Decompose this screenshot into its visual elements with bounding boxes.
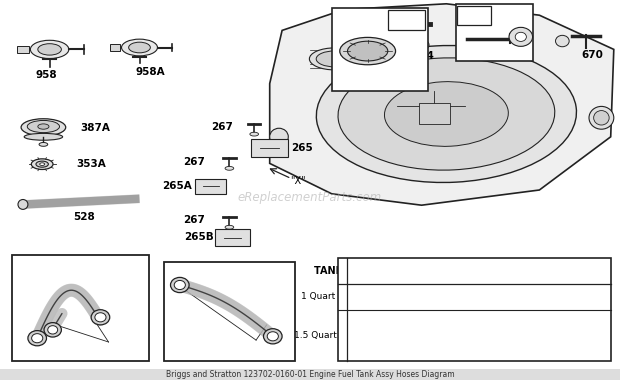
Text: 1 Quart (X=5/16"): 1 Quart (X=5/16") (301, 292, 384, 301)
Text: 958: 958 (36, 70, 57, 80)
Ellipse shape (340, 37, 396, 65)
Ellipse shape (384, 82, 508, 146)
Bar (12, 255, 149, 361)
Ellipse shape (18, 200, 28, 209)
Text: 957: 957 (391, 49, 415, 59)
Bar (164, 262, 294, 361)
Text: 1.5 Quart (X=11/16"): 1.5 Quart (X=11/16") (294, 331, 391, 340)
Bar (338, 258, 611, 361)
Text: 265B: 265B (184, 233, 214, 242)
Text: TANK SIZE: TANK SIZE (314, 266, 371, 276)
Bar (17, 46, 29, 53)
Text: 188: 188 (463, 10, 486, 20)
Text: Briggs and Stratton 123702-0160-01 Engine Fuel Tank Assy Hoses Diagram: Briggs and Stratton 123702-0160-01 Engin… (166, 370, 454, 379)
Ellipse shape (348, 41, 388, 61)
Ellipse shape (129, 42, 151, 53)
Text: 601: 601 (255, 341, 278, 351)
Text: 958A: 958A (136, 67, 166, 77)
Bar (457, 6, 491, 25)
Text: 267: 267 (211, 122, 232, 132)
Ellipse shape (556, 35, 569, 47)
Ellipse shape (38, 44, 61, 55)
Ellipse shape (31, 159, 53, 169)
Ellipse shape (174, 280, 185, 290)
Text: 387A: 387A (81, 123, 110, 133)
Polygon shape (270, 4, 614, 205)
Ellipse shape (36, 161, 48, 167)
Ellipse shape (30, 40, 69, 59)
Text: "X": "X" (290, 176, 306, 185)
Bar (0, 369, 620, 380)
Text: 601: 601 (113, 341, 135, 351)
Ellipse shape (594, 111, 609, 125)
Bar (388, 10, 425, 30)
Ellipse shape (589, 106, 614, 129)
Ellipse shape (32, 334, 43, 343)
Ellipse shape (48, 326, 58, 334)
Text: 670: 670 (581, 50, 603, 60)
Ellipse shape (338, 58, 555, 170)
Ellipse shape (28, 331, 46, 346)
Ellipse shape (225, 225, 234, 229)
Ellipse shape (39, 142, 48, 146)
Ellipse shape (417, 40, 429, 50)
Ellipse shape (515, 32, 526, 41)
Ellipse shape (270, 128, 288, 145)
Ellipse shape (309, 48, 360, 70)
Ellipse shape (44, 323, 61, 337)
Ellipse shape (24, 133, 63, 140)
Text: 284: 284 (412, 51, 434, 61)
Ellipse shape (250, 132, 259, 136)
Bar (251, 139, 288, 157)
Ellipse shape (509, 27, 533, 46)
Ellipse shape (264, 329, 282, 344)
Ellipse shape (316, 51, 353, 67)
Ellipse shape (122, 39, 157, 56)
Text: COLORS: COLORS (457, 266, 501, 276)
Bar (195, 179, 226, 194)
Text: 972: 972 (394, 15, 418, 25)
Text: 187: 187 (174, 270, 197, 280)
Text: 265: 265 (291, 143, 313, 153)
Text: eReplacementParts.com: eReplacementParts.com (238, 191, 382, 204)
Ellipse shape (27, 120, 60, 133)
Text: 267: 267 (183, 215, 205, 225)
Text: 353A: 353A (76, 159, 106, 169)
Bar (332, 8, 428, 91)
Ellipse shape (95, 313, 106, 322)
Ellipse shape (316, 46, 577, 182)
Bar (456, 4, 533, 61)
Ellipse shape (225, 166, 234, 170)
Bar (215, 229, 250, 246)
Bar (418, 103, 449, 124)
Ellipse shape (38, 124, 49, 129)
Text: 187A: 187A (22, 262, 53, 272)
Text: 267: 267 (183, 157, 205, 166)
Ellipse shape (170, 277, 189, 293)
Text: 528: 528 (73, 212, 95, 222)
Text: SEE REF. 972: SEE REF. 972 (431, 316, 527, 329)
Ellipse shape (40, 163, 45, 166)
Text: 265A: 265A (162, 181, 192, 191)
Bar (110, 44, 120, 51)
Ellipse shape (91, 310, 110, 325)
Ellipse shape (267, 332, 278, 341)
Ellipse shape (21, 119, 66, 136)
